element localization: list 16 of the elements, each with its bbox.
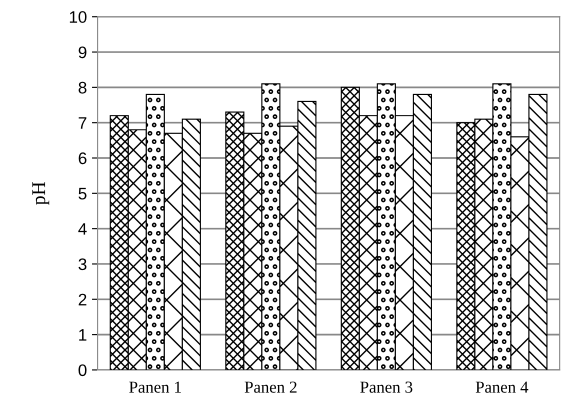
- y-tick-label: 8: [78, 82, 86, 94]
- y-tick-label: 9: [78, 46, 86, 58]
- y-tick-label: 7: [78, 117, 86, 129]
- x-tick-label: Panen 1: [129, 382, 181, 393]
- y-tick-label: 3: [78, 258, 86, 270]
- y-tick-label: 6: [78, 152, 86, 164]
- y-tick-label: 4: [78, 223, 87, 235]
- y-axis-title: pH: [32, 182, 50, 205]
- y-tick-label: 2: [78, 294, 86, 306]
- y-tick-label: 0: [78, 364, 87, 376]
- x-tick-label: Panen 3: [360, 382, 412, 393]
- x-tick-label: Panen 4: [476, 382, 528, 393]
- y-tick-label: 5: [78, 188, 86, 200]
- y-tick-label: 1: [79, 329, 86, 341]
- y-tick-label: 10: [70, 11, 87, 23]
- x-tick-label: Panen 2: [244, 382, 297, 393]
